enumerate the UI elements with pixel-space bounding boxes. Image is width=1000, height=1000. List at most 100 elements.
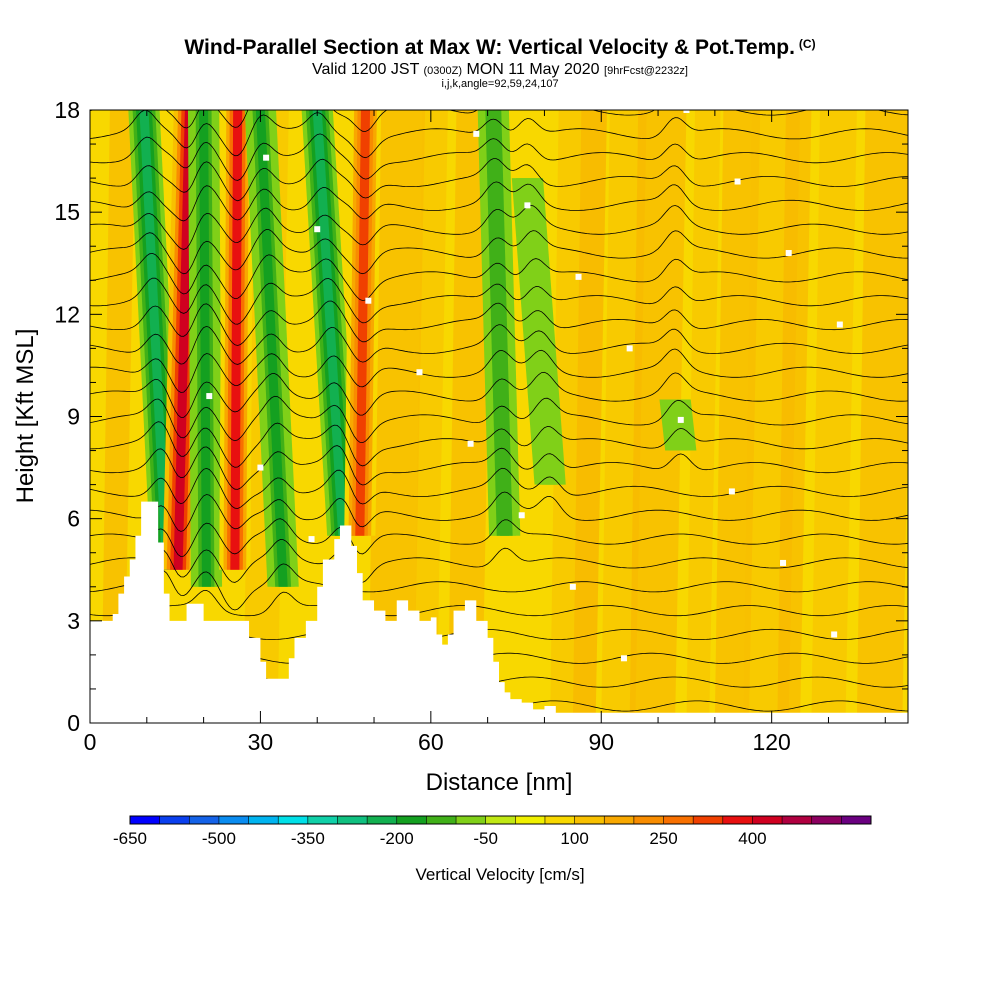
- velocity-band: [670, 399, 686, 451]
- colorbar-swatch: [663, 816, 694, 824]
- colorbar-swatch: [396, 816, 427, 824]
- theta-contour: [90, 467, 908, 509]
- colorbar-tick-label: 400: [738, 829, 766, 848]
- colorbar-swatch: [574, 816, 605, 824]
- contour-label: [836, 321, 843, 328]
- valid-utc: (0300Z): [423, 65, 463, 77]
- colorbar-swatch: [426, 816, 457, 824]
- contour-label: [308, 536, 315, 543]
- y-tick-label: 18: [54, 97, 80, 123]
- colorbar-tick-label: 250: [649, 829, 677, 848]
- y-tick-label: 12: [54, 301, 80, 327]
- colorbar-swatch: [485, 816, 516, 824]
- copyright-mark: (C): [798, 37, 816, 51]
- y-tick-label: 15: [54, 199, 80, 225]
- y-tick-label: 9: [67, 404, 80, 430]
- theta-contour: [90, 300, 908, 346]
- colorbar-tick-label: -50: [473, 829, 498, 848]
- contour-label: [263, 154, 270, 161]
- theta-contour: [90, 110, 908, 159]
- contour-label: [365, 297, 372, 304]
- forecast-info: [9hrFcst@2232z]: [604, 65, 688, 77]
- theta-contour: [90, 181, 908, 222]
- contour-label: [620, 655, 627, 662]
- contour-label: [473, 130, 480, 137]
- theta-contour: [90, 421, 908, 468]
- velocity-band: [230, 110, 243, 570]
- colorbar-swatch: [722, 816, 753, 824]
- theta-contour: [90, 491, 908, 532]
- theta-contour: [90, 229, 908, 275]
- x-tick-label: 30: [248, 729, 274, 755]
- plot-area: [90, 110, 908, 723]
- colorbar-title: Vertical Velocity [cm/s]: [415, 865, 584, 884]
- contour-label: [683, 110, 690, 113]
- colorbar-swatch: [456, 816, 487, 824]
- x-tick-label: 90: [588, 729, 614, 755]
- valid-prefix: Valid 1200 JST: [312, 61, 420, 78]
- colorbar-swatch: [130, 816, 161, 824]
- valid-time-line: Valid 1200 JST (0300Z) MON 11 May 2020 […: [0, 61, 1000, 79]
- colorbar-swatch: [693, 816, 724, 824]
- colorbar-tick-label: 100: [560, 829, 588, 848]
- velocity-band: [199, 110, 211, 587]
- streak: [629, 110, 687, 723]
- grid-indices: i,j,k,angle=92,59,24,107: [441, 78, 559, 90]
- y-tick-label: 3: [67, 608, 80, 634]
- colorbar-swatch: [367, 816, 398, 824]
- contour-label: [785, 250, 792, 257]
- chart-title: Wind-Parallel Section at Max W: Vertical…: [0, 36, 1000, 60]
- streak: [413, 110, 448, 723]
- streak: [856, 110, 908, 723]
- contour-label: [314, 226, 321, 233]
- x-tick-label: 60: [418, 729, 444, 755]
- colorbar-swatch: [782, 816, 813, 824]
- theta-contour: [90, 158, 908, 202]
- streak: [368, 110, 426, 723]
- colorbar-swatch: [604, 816, 635, 824]
- y-tick-label: 0: [67, 710, 80, 736]
- contour-label: [734, 178, 741, 185]
- y-axis-label: Height [Kft MSL]: [12, 329, 39, 504]
- contour-label: [728, 488, 735, 495]
- contour-label: [467, 440, 474, 447]
- contour-label: [257, 464, 264, 471]
- contour-label: [626, 345, 633, 352]
- colorbar-swatch: [337, 816, 368, 824]
- colorbar-tick-label: -650: [113, 829, 147, 848]
- theta-contour: [90, 252, 908, 302]
- velocity-band: [255, 110, 288, 587]
- colorbar-swatch: [218, 816, 250, 824]
- contour-label: [524, 202, 531, 209]
- colorbar-frame: [129, 815, 872, 825]
- colorbar-swatch: [189, 816, 220, 824]
- colorbar: -650 -500 -350 -200 -50 100 250 400: [113, 815, 872, 848]
- colorbar-swatch: [811, 816, 842, 824]
- colorbar-tick-label: -200: [380, 829, 414, 848]
- contour-label: [206, 393, 213, 400]
- contour-label: [677, 416, 684, 423]
- streak: [777, 110, 812, 723]
- streak: [686, 110, 721, 723]
- theta-contour: [90, 395, 908, 444]
- colorbar-swatch: [633, 816, 665, 824]
- colorbar-swatch: [515, 816, 546, 824]
- velocity-band: [139, 110, 172, 570]
- contour-label: [518, 512, 525, 519]
- colorbar-tick-label: -500: [202, 829, 236, 848]
- axes: 0 30 60 90 120 0 3 6 9 12 15 18: [54, 97, 908, 755]
- colorbar-swatch: [278, 816, 309, 824]
- contour-label: [780, 559, 787, 566]
- velocity-band: [522, 178, 555, 485]
- valid-date: MON 11 May 2020: [466, 61, 600, 78]
- theta-contour: [90, 539, 908, 583]
- theta-contour: [90, 324, 908, 365]
- chart-title-text: Wind-Parallel Section at Max W: Vertical…: [184, 36, 795, 59]
- theta-contour: [90, 589, 908, 617]
- colorbar-swatch: [544, 816, 576, 824]
- theta-contour: [90, 204, 908, 250]
- y-tick-label: 6: [67, 506, 80, 532]
- contour-label: [831, 631, 838, 638]
- x-tick-label: 120: [752, 729, 790, 755]
